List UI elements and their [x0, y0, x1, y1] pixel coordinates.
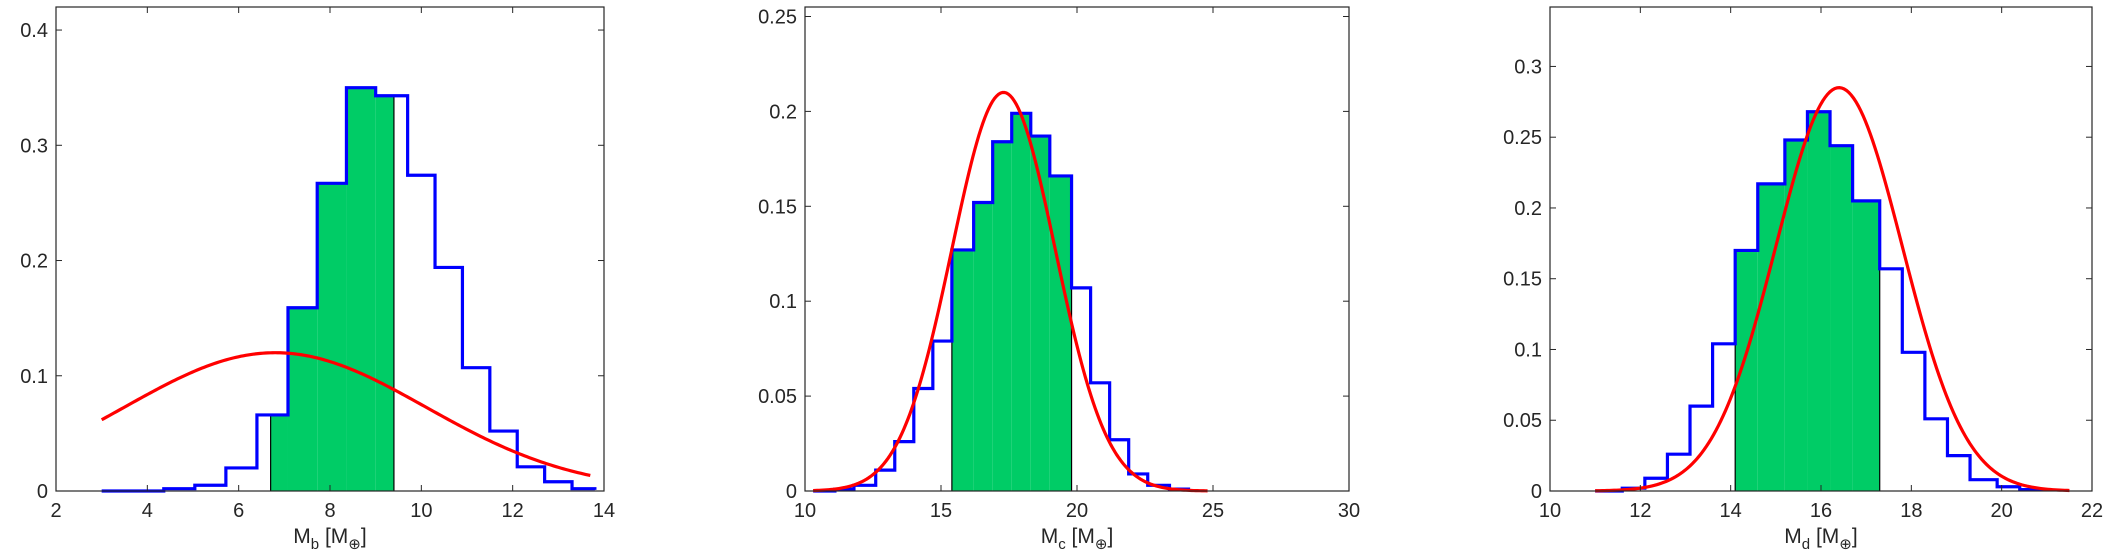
credible-fill-bin [317, 183, 347, 492]
credible-fill-bin [1049, 175, 1072, 492]
histogram-bin [226, 468, 257, 491]
x-tick-label: 6 [233, 500, 244, 522]
histogram [101, 86, 597, 493]
x-tick-label: 14 [593, 500, 615, 522]
histogram-bin [1947, 456, 1970, 491]
x-tick-label: 15 [930, 500, 952, 522]
x-tick-label: 10 [794, 500, 816, 522]
x-tick-label: 22 [2081, 500, 2103, 522]
credible-fill-bin [1784, 140, 1808, 491]
chart-panel-c: 10 15 20 25 30 0 0.05 0.1 0.15 0.2 0.25 Mc [M⊕] [758, 6, 1360, 553]
y-tick-label: 0.1 [20, 366, 48, 388]
x-tick-label: 2 [50, 500, 61, 522]
y-tick-label: 0 [1531, 481, 1542, 503]
histogram-bin [895, 442, 914, 491]
histogram-bin [914, 389, 933, 491]
x-tick-label: 30 [1338, 500, 1360, 522]
histogram-bin [490, 431, 517, 491]
credible-fill-bin [992, 141, 1012, 491]
credible-interval-fill [951, 113, 1073, 492]
histogram-bin [1970, 480, 1997, 491]
axes-box [804, 6, 1350, 492]
y-tick-label: 0.1 [1514, 339, 1542, 361]
y-tick-label: 0.15 [758, 196, 797, 218]
x-tick-label: 10 [410, 500, 432, 522]
histogram-bin [1690, 406, 1713, 491]
x-axis: 2 4 6 8 10 12 14 [50, 7, 615, 522]
x-tick-label: 16 [1810, 500, 1832, 522]
credible-interval-fill [1734, 111, 1881, 492]
fit-curve [100, 351, 591, 478]
y-axis: 0 0.05 0.1 0.15 0.2 0.25 [758, 6, 1349, 503]
x-tick-label: 8 [324, 500, 335, 522]
credible-fill-bin [375, 95, 394, 491]
y-tick-label: 0.15 [1503, 269, 1542, 291]
credible-fill-bin [1011, 113, 1031, 492]
y-tick-label: 0.05 [1503, 410, 1542, 432]
credible-fill-bin [973, 202, 993, 491]
credible-fill-bin [287, 307, 318, 491]
x-axis: 10 15 20 25 30 [794, 7, 1360, 522]
y-tick-label: 0.25 [1503, 127, 1542, 149]
histogram-bin [1925, 419, 1948, 491]
histogram-bin [1902, 352, 1925, 491]
histogram [1595, 110, 2044, 493]
chart-panel-d: 10 12 14 16 18 20 22 0 0.05 0.1 0.15 0.2 0.25 0.3 Md [… [1503, 6, 2103, 553]
y-tick-label: 0 [37, 481, 48, 503]
x-tick-label: 18 [1900, 500, 1922, 522]
histogram-bin [435, 267, 462, 491]
y-axis: 0 0.05 0.1 0.15 0.2 0.25 0.3 [1503, 56, 2092, 503]
credible-fill-bin [1807, 111, 1831, 491]
x-axis-label: Md [M⊕] [1784, 525, 1857, 553]
x-tick-label: 20 [1991, 500, 2013, 522]
histogram-bin [933, 341, 952, 491]
x-tick-label: 10 [1539, 500, 1561, 522]
y-tick-label: 0.4 [20, 20, 48, 42]
credible-fill-bin [1735, 250, 1758, 491]
y-tick-label: 0.2 [1514, 198, 1542, 220]
histogram-outline [101, 86, 597, 493]
y-tick-label: 0.3 [1514, 56, 1542, 78]
x-tick-label: 12 [502, 500, 524, 522]
y-tick-label: 0.1 [769, 291, 797, 313]
histogram-bin [1880, 269, 1903, 491]
credible-fill-bin [346, 87, 376, 492]
x-axis-label: Mb [M⊕] [293, 525, 366, 553]
y-tick-label: 0.25 [758, 6, 797, 28]
y-axis: 0 0.1 0.2 0.3 0.4 [20, 20, 604, 503]
x-axis: 10 12 14 16 18 20 22 [1539, 7, 2103, 522]
x-tick-label: 4 [142, 500, 153, 522]
x-tick-label: 12 [1629, 500, 1651, 522]
fit-curve [813, 90, 1208, 493]
x-tick-label: 14 [1720, 500, 1742, 522]
y-tick-label: 0.2 [20, 251, 48, 273]
histogram-outline [1595, 110, 2044, 493]
x-tick-label: 25 [1202, 500, 1224, 522]
histogram [813, 111, 1191, 493]
y-tick-label: 0 [786, 481, 797, 503]
fit-curve [1595, 86, 2070, 493]
x-tick-label: 20 [1066, 500, 1088, 522]
y-tick-label: 0.2 [769, 101, 797, 123]
y-tick-label: 0.3 [20, 135, 48, 157]
chart-panel-b: 2 4 6 8 10 12 14 0 0.1 0.2 0.3 0.4 Mb [M⊕] [20, 6, 615, 553]
credible-interval-fill [270, 87, 395, 492]
credible-fill-bin [1830, 145, 1853, 491]
histogram-bin [408, 175, 435, 491]
credible-fill-bin [951, 249, 974, 491]
x-axis-label: Mc [M⊕] [1041, 525, 1114, 553]
credible-fill-bin [1030, 136, 1050, 492]
histogram-outline [813, 111, 1191, 493]
credible-fill-bin [270, 414, 288, 491]
histogram-bin [517, 467, 544, 491]
histogram-bin [1667, 454, 1690, 491]
y-tick-label: 0.05 [758, 386, 797, 408]
histogram-bin [876, 470, 895, 491]
credible-fill-bin [1852, 200, 1880, 491]
